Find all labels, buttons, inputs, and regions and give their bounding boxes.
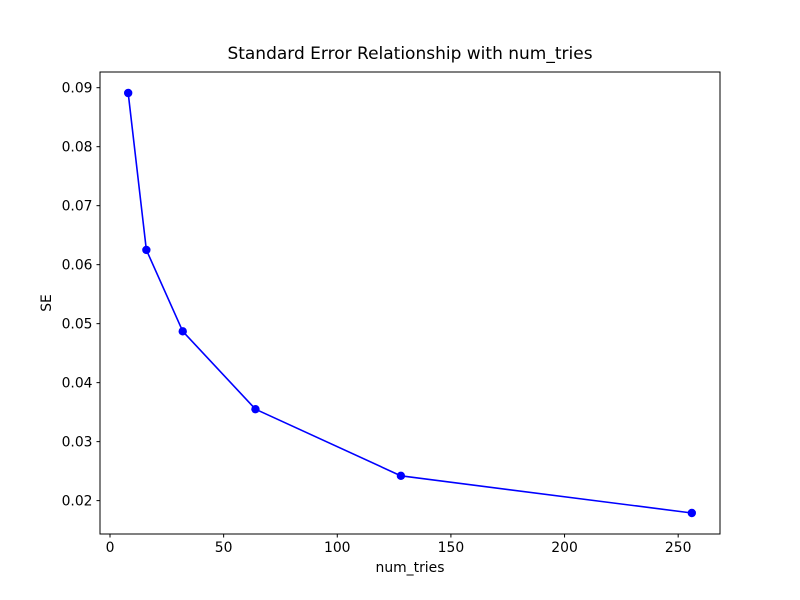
x-tick-label: 50	[215, 540, 233, 556]
data-point	[396, 471, 406, 481]
x-tick-label: 250	[665, 540, 692, 556]
y-tick-label: 0.04	[62, 375, 93, 391]
y-tick-label: 0.02	[62, 493, 93, 509]
x-tick-label: 100	[324, 540, 351, 556]
y-tick-label: 0.05	[62, 316, 93, 332]
data-point	[687, 508, 697, 518]
data-point	[142, 245, 151, 255]
y-tick-label: 0.03	[62, 434, 93, 450]
data-point	[178, 327, 187, 336]
y-tick-label: 0.09	[62, 80, 93, 96]
data-point	[123, 88, 133, 98]
data-point	[251, 404, 260, 414]
y-tick-label: 0.07	[62, 198, 93, 214]
chart-title: Standard Error Relationship with num_tri…	[227, 44, 593, 64]
y-tick-label: 0.06	[62, 257, 93, 273]
data-line	[127, 92, 693, 514]
y-tick-label: 0.08	[62, 139, 93, 155]
plot-frame	[99, 71, 721, 535]
x-axis-label: num_tries	[375, 560, 445, 576]
x-tick-label: 200	[551, 540, 578, 556]
x-tick-label: 150	[438, 540, 465, 556]
x-tick-label: 0	[106, 540, 115, 556]
